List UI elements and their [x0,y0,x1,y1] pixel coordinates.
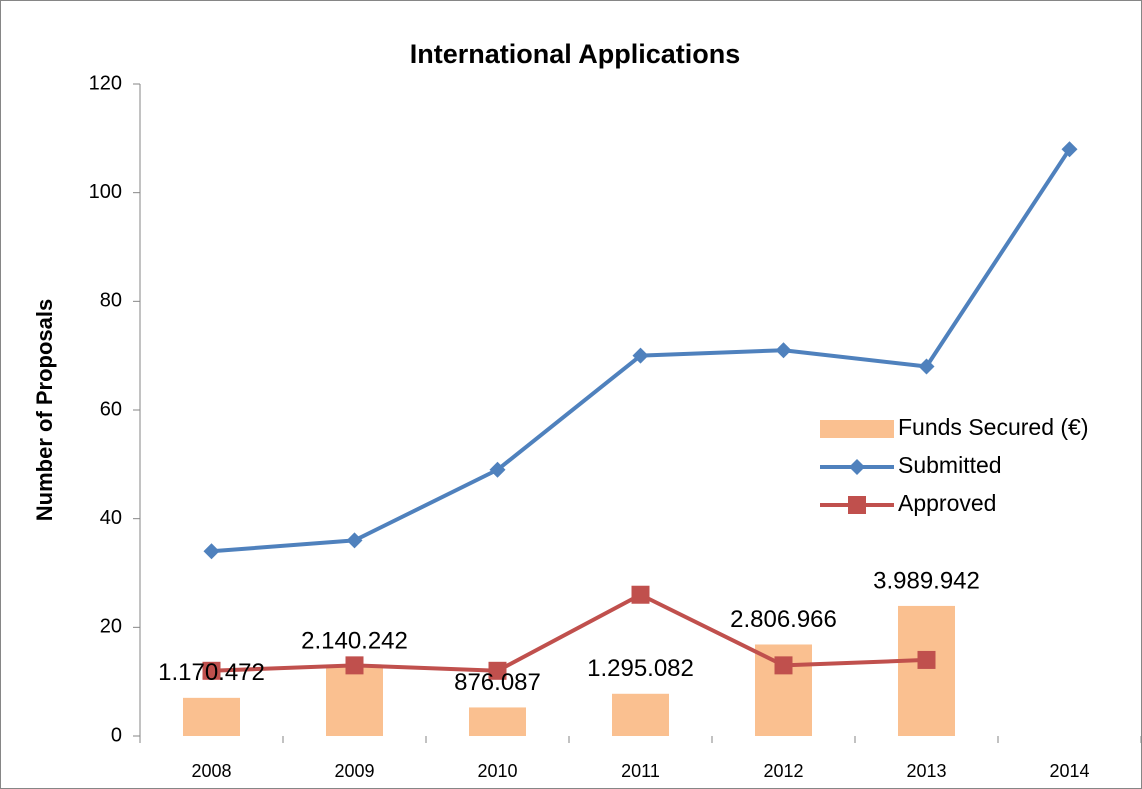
y-tick-label: 60 [100,398,122,420]
y-tick-label: 20 [100,616,122,638]
marker [202,661,221,680]
marker [775,342,792,359]
marker [774,656,793,675]
legend-label: Submitted [898,452,1002,478]
x-tick-label: 2013 [906,761,946,781]
x-tick-label: 2009 [334,761,374,781]
marker [631,585,650,604]
y-axis-label: Number of Proposals [32,299,57,521]
x-tick-label: 2008 [191,761,231,781]
line [211,592,927,673]
marker [345,656,364,675]
data-label: 876.087 [454,669,541,696]
x-tick-label: 2011 [621,761,660,781]
x-tick-label: 2014 [1049,761,1089,781]
data-label: 2.140.242 [301,628,408,655]
marker [489,461,506,478]
bar [469,707,526,736]
marker [1061,141,1078,158]
legend-marker [848,496,866,514]
y-tick-label: 0 [111,724,122,746]
bar [183,697,240,736]
marker [203,543,220,560]
bar [898,605,955,736]
y-tick-label: 100 [89,181,122,203]
marker [917,650,936,669]
legend-swatch [820,420,894,438]
data-label: 1.295.082 [587,655,694,682]
marker [488,661,507,680]
marker [918,358,935,375]
y-tick-label: 40 [100,507,122,529]
x-tick-label: 2010 [477,761,517,781]
y-tick-label: 80 [100,290,122,312]
legend-label: Approved [898,490,996,516]
legend-label: Funds Secured (€) [898,414,1088,440]
bar [612,693,669,736]
data-label: 2.806.966 [730,606,837,633]
y-tick-label: 120 [89,72,122,94]
chart-title: International Applications [410,39,741,69]
data-label: 1.170.472 [158,659,265,686]
legend-marker [849,459,865,475]
marker [632,347,649,364]
data-label: 3.989.942 [873,567,980,594]
marker [346,532,363,549]
x-tick-label: 2012 [763,761,803,781]
bar [326,666,383,736]
